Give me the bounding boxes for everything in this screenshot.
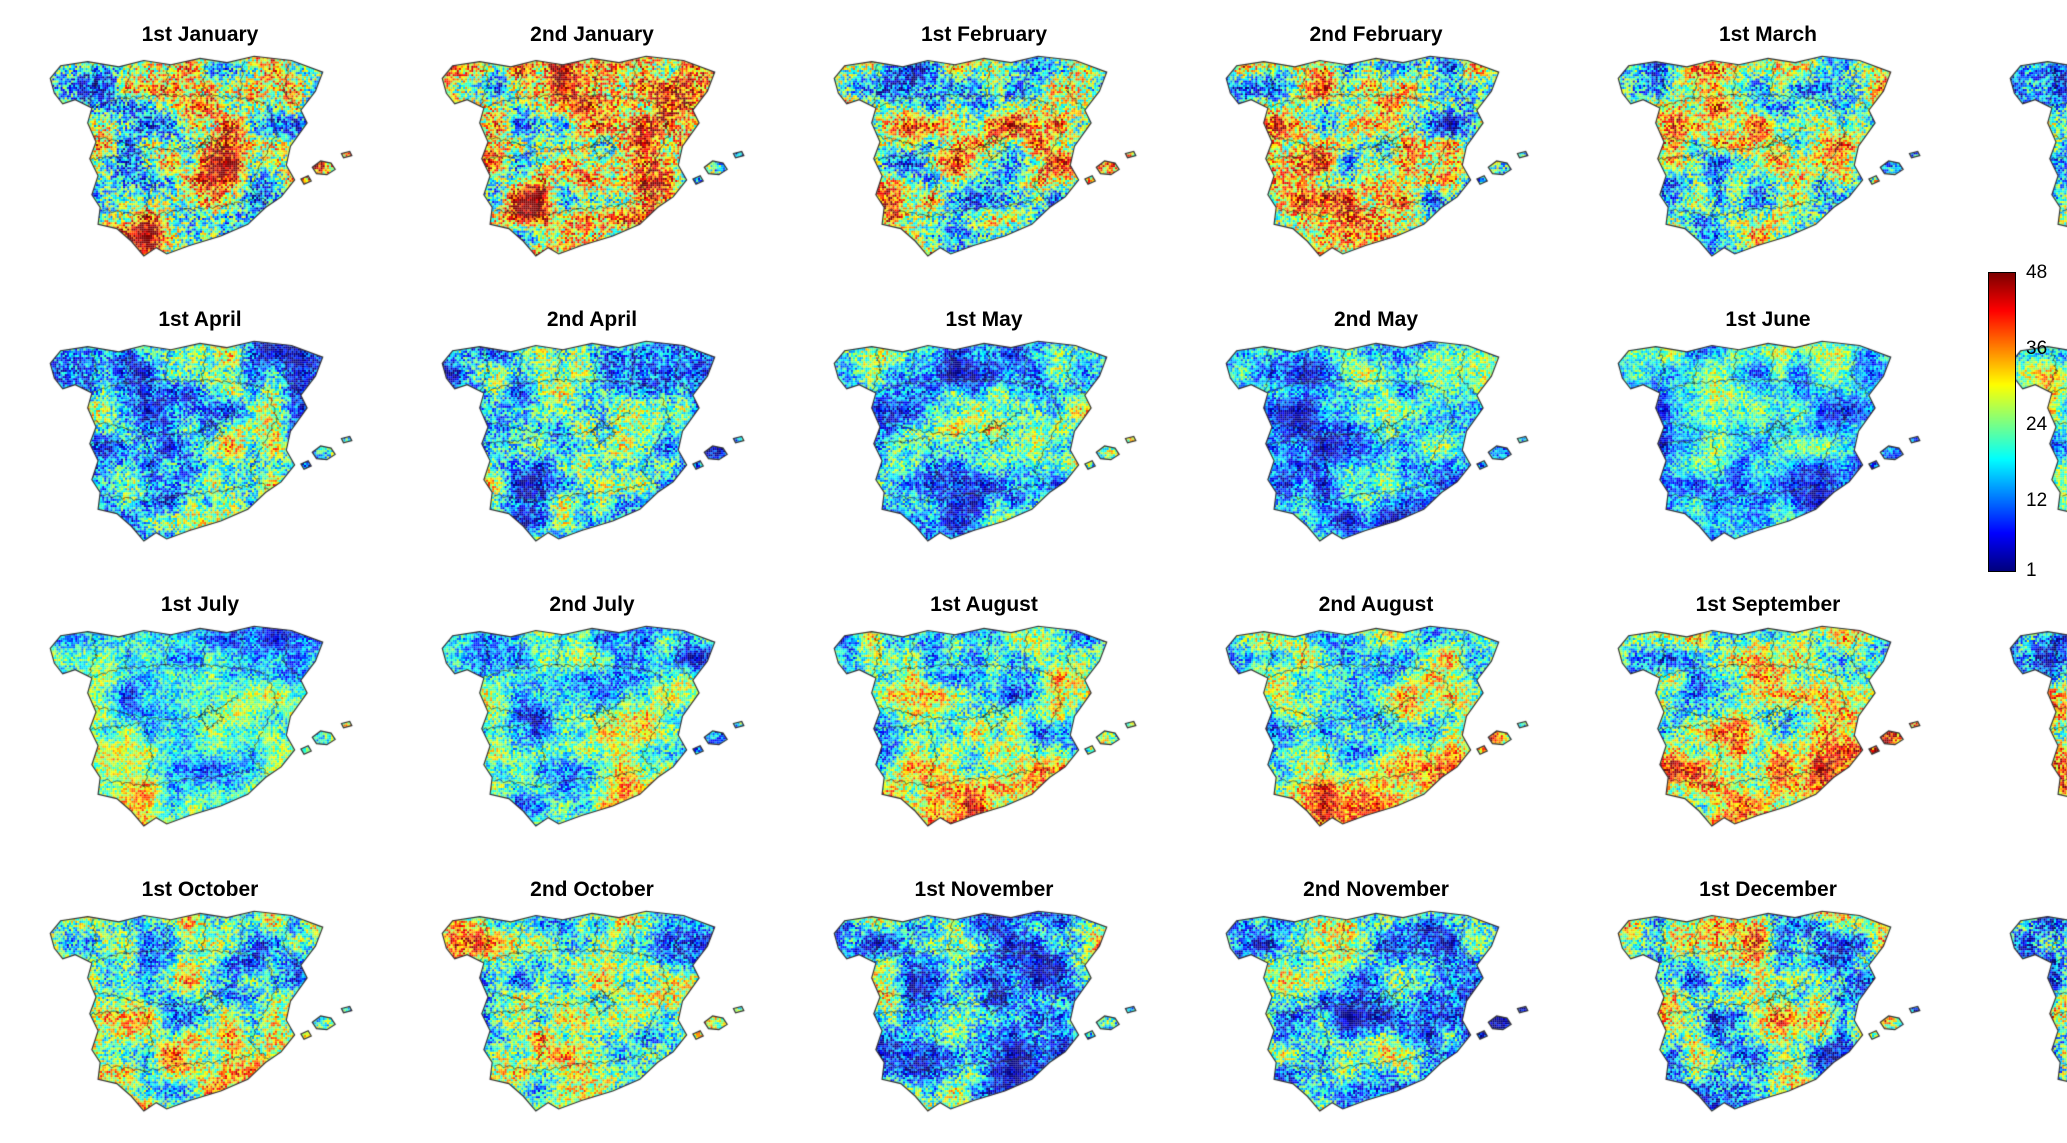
spain-map-canvas — [828, 621, 1140, 843]
spain-map-canvas — [1220, 621, 1532, 843]
panel-title: 2nd November — [1303, 878, 1449, 901]
panel-title: 1st October — [141, 878, 259, 901]
spain-map-canvas — [1612, 51, 1924, 273]
panel-title: 1st December — [1699, 878, 1837, 901]
map-panel: 2nd December — [2004, 871, 2067, 1128]
map-grid: 1st January 2nd January 1st February 2nd… — [4, 0, 2067, 1140]
map-panel: 2nd February — [1220, 16, 1532, 273]
map-panel: 1st August — [828, 586, 1140, 843]
map-panel: 1st February — [828, 16, 1140, 273]
spain-map-canvas — [1220, 51, 1532, 273]
spain-map-canvas — [2004, 906, 2067, 1128]
spain-map-canvas — [44, 621, 356, 843]
panel-title: 2nd August — [1318, 593, 1434, 616]
colorbar-tick-label: 1 — [2026, 560, 2037, 581]
panel-title: 1st March — [1718, 23, 1818, 46]
spain-map-canvas — [828, 906, 1140, 1128]
map-panel: 2nd November — [1220, 871, 1532, 1128]
spain-map-canvas — [828, 51, 1140, 273]
spain-map-canvas — [436, 621, 748, 843]
colorbar-tick-labels: 48 36 24 12 1 — [1988, 262, 2066, 581]
panel-title: 2nd February — [1309, 23, 1443, 46]
map-panel: 2nd October — [436, 871, 748, 1128]
panel-title: 1st April — [158, 308, 242, 331]
spain-map-canvas — [1612, 621, 1924, 843]
colorbar: 48 36 24 12 1 — [1988, 262, 2066, 581]
panel-title: 2nd January — [530, 23, 654, 46]
map-panel: 2nd January — [436, 16, 748, 273]
panel-title: 1st November — [914, 878, 1054, 901]
map-panel: 2nd September — [2004, 586, 2067, 843]
map-panel: 2nd April — [436, 301, 748, 558]
colorbar-tick-label: 48 — [2026, 262, 2048, 283]
spain-map-canvas — [436, 336, 748, 558]
spain-map-canvas — [44, 906, 356, 1128]
panel-title: 1st June — [1725, 308, 1811, 331]
map-panel: 2nd May — [1220, 301, 1532, 558]
map-panel: 1st May — [828, 301, 1140, 558]
panel-title: 1st September — [1695, 593, 1841, 616]
map-panel: 1st July — [44, 586, 356, 843]
map-panel: 1st November — [828, 871, 1140, 1128]
colorbar-tick-label: 24 — [2026, 414, 2048, 436]
colorbar-gradient — [1988, 272, 2016, 572]
spain-map-canvas — [2004, 621, 2067, 843]
panel-title: 1st January — [141, 23, 259, 46]
panel-title: 1st May — [945, 308, 1023, 331]
panel-title: 1st August — [930, 593, 1038, 616]
map-panel: 1st June — [1612, 301, 1924, 558]
spain-map-canvas — [1612, 336, 1924, 558]
map-panel: 1st March — [1612, 16, 1924, 273]
spain-map-canvas — [44, 336, 356, 558]
spain-map-canvas — [1612, 906, 1924, 1128]
spain-map-canvas — [1220, 906, 1532, 1128]
colorbar-tick-label: 36 — [2026, 338, 2048, 360]
spain-map-canvas — [2004, 51, 2067, 273]
spain-map-canvas — [1220, 336, 1532, 558]
map-panel: 1st December — [1612, 871, 1924, 1128]
panel-title: 1st February — [920, 23, 1048, 46]
colorbar-tick-label: 12 — [2026, 490, 2048, 512]
spain-map-canvas — [828, 336, 1140, 558]
map-panel: 2nd March — [2004, 16, 2067, 273]
map-panel: 2nd July — [436, 586, 748, 843]
spain-map-canvas — [436, 906, 748, 1128]
panel-title: 1st July — [160, 593, 240, 616]
map-panel: 1st October — [44, 871, 356, 1128]
map-panel: 1st September — [1612, 586, 1924, 843]
panel-title: 2nd October — [530, 878, 654, 901]
map-panel: 1st January — [44, 16, 356, 273]
panel-title: 2nd May — [1333, 308, 1419, 331]
map-panel: 2nd August — [1220, 586, 1532, 843]
panel-title: 2nd April — [546, 308, 638, 331]
panel-title: 2nd July — [549, 593, 635, 616]
map-panel: 1st April — [44, 301, 356, 558]
spain-map-canvas — [436, 51, 748, 273]
spain-map-canvas — [44, 51, 356, 273]
